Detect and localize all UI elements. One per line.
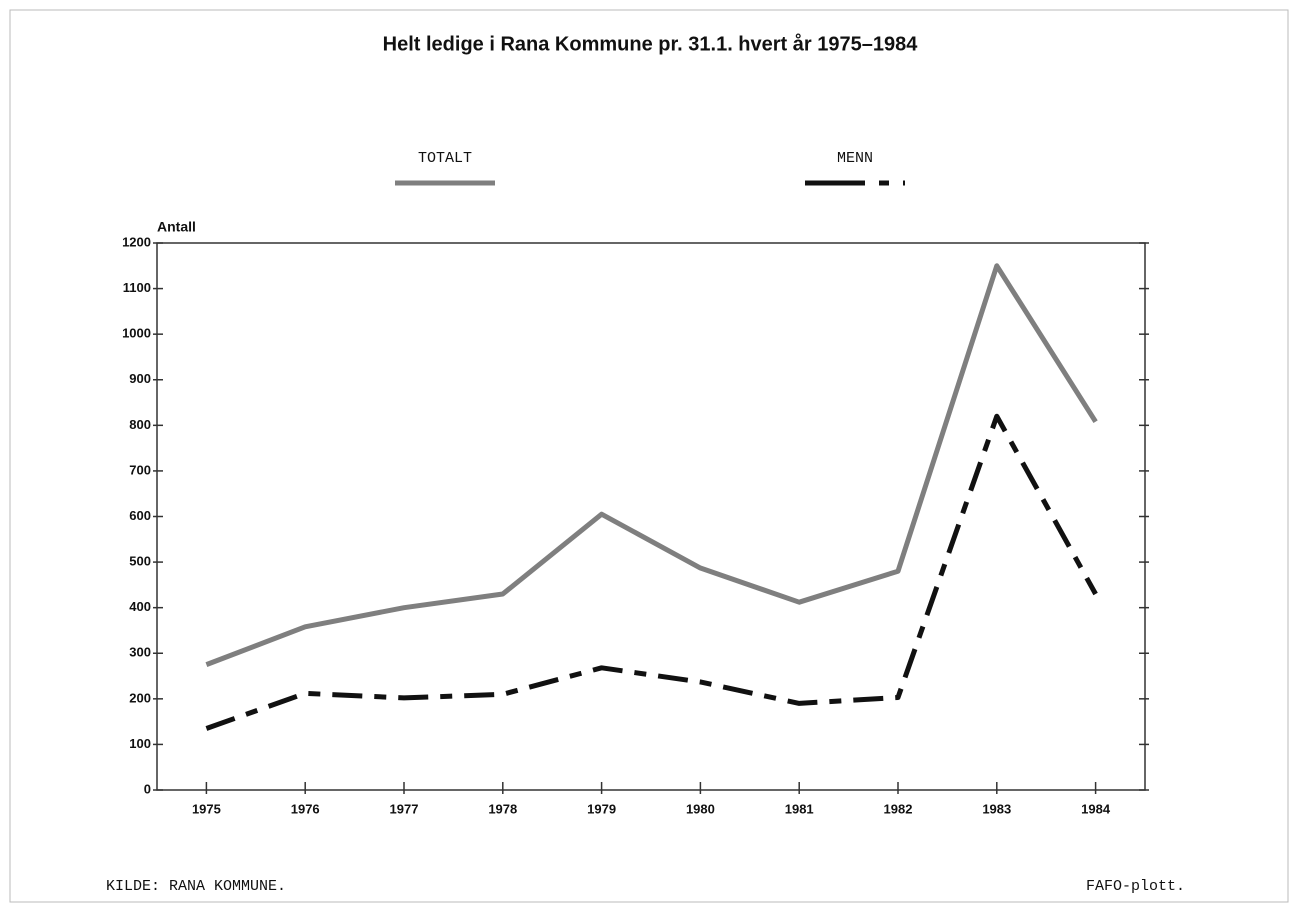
x-tick-label: 1980 — [686, 801, 715, 816]
y-tick-label: 1000 — [122, 326, 151, 341]
x-tick-label: 1976 — [291, 801, 320, 816]
x-tick-label: 1975 — [192, 801, 221, 816]
legend-label: TOTALT — [418, 150, 472, 167]
series-line — [205, 263, 1098, 667]
x-tick-label: 1983 — [982, 801, 1011, 816]
x-tick-label: 1978 — [488, 801, 517, 816]
legend-label: MENN — [837, 150, 873, 167]
y-tick-label: 1100 — [123, 280, 151, 295]
source: KILDE: RANA KOMMUNE. — [106, 878, 286, 895]
x-tick-label: 1984 — [1081, 801, 1111, 816]
plot-frame — [156, 242, 1146, 791]
x-tick-label: 1981 — [785, 801, 814, 816]
y-tick-label: 400 — [129, 599, 151, 614]
y-tick-label: 0 — [144, 781, 151, 796]
y-tick-label: 100 — [129, 736, 151, 751]
x-tick-label: 1982 — [884, 801, 913, 816]
y-tick-label: 800 — [129, 417, 151, 432]
credit: FAFO-plott. — [1086, 878, 1185, 895]
chart-title: Helt ledige i Rana Kommune pr. 31.1. hve… — [383, 32, 919, 55]
y-tick-label: 500 — [129, 554, 151, 569]
y-tick-label: 700 — [129, 462, 151, 477]
y-tick-label: 300 — [129, 645, 151, 660]
frame — [9, 9, 1289, 903]
y-tick-label: 900 — [129, 371, 151, 386]
y-tick-label: 600 — [129, 508, 151, 523]
y-tick-label: 1200 — [122, 234, 151, 249]
series-line — [205, 413, 1098, 731]
x-tick-label: 1979 — [587, 801, 616, 816]
x-tick-label: 1977 — [390, 801, 419, 816]
y-tick-label: 200 — [129, 690, 151, 705]
y-axis-label: Antall — [157, 219, 196, 235]
